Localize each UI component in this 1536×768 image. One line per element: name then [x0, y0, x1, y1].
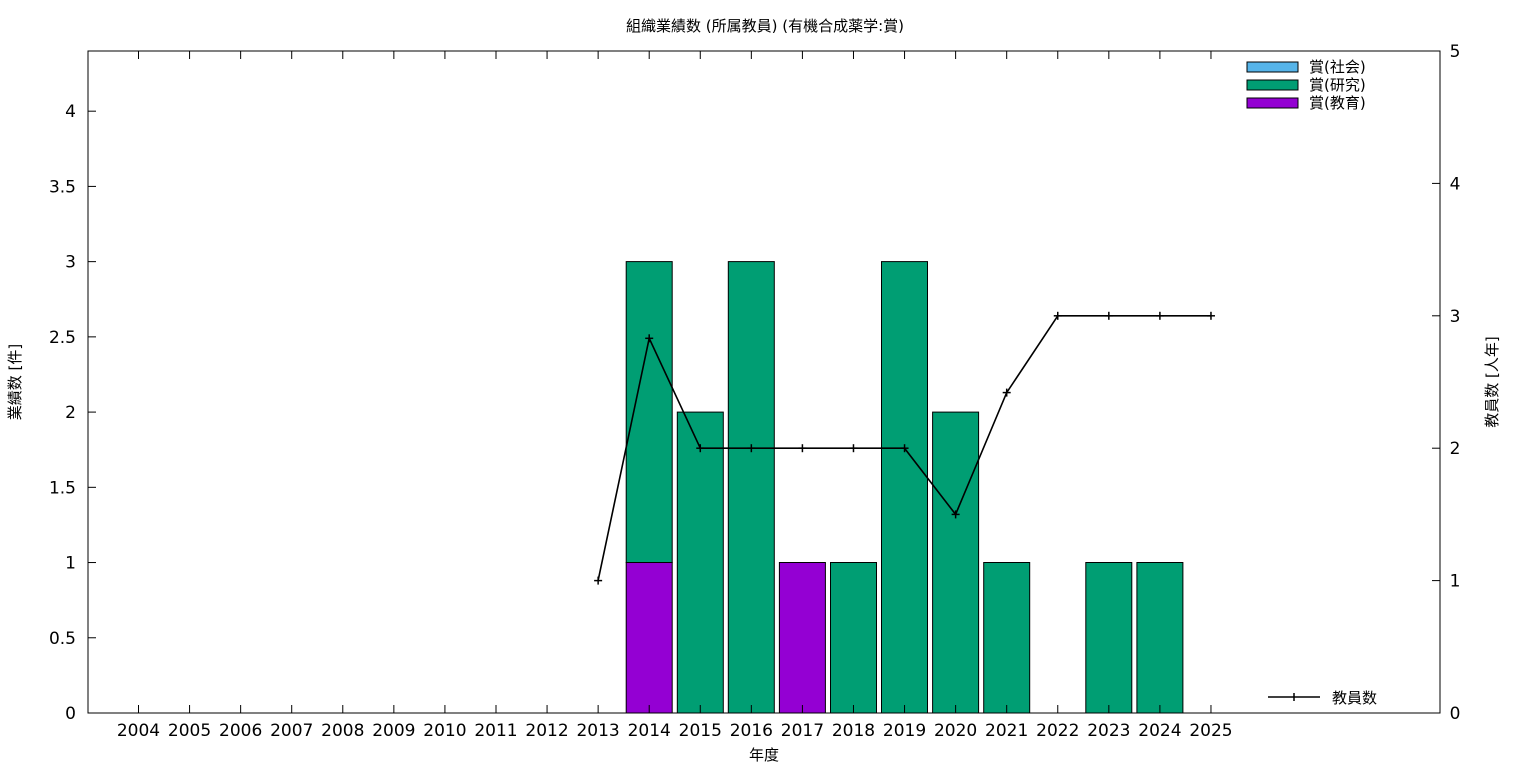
legend: 賞(社会)賞(研究)賞(教育) 教員数 [1246, 58, 1377, 707]
bar-2016-series-1 [727, 261, 775, 714]
y2-tick-label: 3 [1450, 307, 1461, 327]
bar-2015-series-1 [676, 411, 724, 714]
x-tick-label: 2005 [168, 721, 211, 741]
chart-title: 組織業績数 (所属教員) (有機合成薬学:賞) [626, 17, 904, 35]
x-tick-label: 2024 [1138, 721, 1181, 741]
x-tick-label: 2017 [781, 721, 824, 741]
x-tick-label: 2025 [1189, 721, 1232, 741]
y-tick-label: 3 [65, 253, 76, 273]
y2-axis-title: 教員数 [人年] [1483, 336, 1501, 427]
x-tick-label: 2014 [628, 721, 671, 741]
line-point-marker [849, 444, 858, 453]
bar-2020-series-1 [932, 411, 980, 714]
line-point-marker [1002, 388, 1011, 397]
y-tick-label: 2.5 [49, 328, 76, 348]
x-tick-label: 2016 [730, 721, 773, 741]
y-tick-label: 4 [65, 102, 76, 122]
bar-2023-series-1 [1085, 562, 1133, 714]
line-point-marker [747, 444, 756, 453]
line-point-marker [645, 334, 654, 343]
x-tick-label: 2012 [525, 721, 568, 741]
x-tick-label: 2023 [1087, 721, 1130, 741]
bars-layer [625, 261, 1184, 714]
x-tick-label: 2018 [832, 721, 875, 741]
y2-tick-label: 2 [1450, 439, 1461, 459]
x-tick-label: 2019 [883, 721, 926, 741]
line-point-marker [900, 444, 909, 453]
x-tick-label: 2011 [474, 721, 517, 741]
x-tick-label: 2021 [985, 721, 1028, 741]
x-tick-label: 2006 [219, 721, 262, 741]
y-tick-label: 0 [65, 704, 76, 724]
x-tick-label: 2013 [576, 721, 619, 741]
y-tick-label: 0.5 [49, 629, 76, 649]
y-tick-label: 2 [65, 403, 76, 423]
x-tick-label: 2015 [679, 721, 722, 741]
bar-2024-series-1 [1136, 562, 1184, 714]
x-tick-label: 2009 [372, 721, 415, 741]
bar-2017-series-0 [778, 562, 826, 714]
line-point-marker [696, 444, 705, 453]
y-axis-title: 業績数 [件] [6, 344, 24, 420]
line-layer [594, 311, 1215, 585]
y-tick-label: 3.5 [49, 177, 76, 197]
y2-tick-label: 5 [1450, 42, 1461, 62]
legend-label: 賞(教育) [1309, 94, 1366, 112]
bar-2018-series-1 [830, 562, 877, 714]
x-tick-label: 2020 [934, 721, 977, 741]
bar-2014-series-0 [625, 562, 673, 714]
line-point-marker [951, 510, 960, 519]
x-tick-label: 2008 [321, 721, 364, 741]
line-point-marker [594, 576, 603, 585]
legend-swatch [1246, 97, 1299, 109]
ticks-layer: 0 0.5 1 1.5 2 2.5 3 3.5 4 0 1 2 3 4 5 2004 2005 2006 2007 2… [49, 42, 1460, 741]
legend-swatch [1246, 61, 1299, 73]
x-axis-title: 年度 [749, 746, 779, 764]
legend-label: 賞(社会) [1309, 58, 1366, 76]
legend-swatch [1246, 79, 1299, 91]
y2-tick-label: 4 [1450, 174, 1461, 194]
y-tick-label: 1.5 [49, 478, 76, 498]
y-tick-label: 1 [65, 554, 76, 574]
bar-2019-series-1 [881, 261, 928, 714]
line-point-marker [1155, 311, 1164, 320]
x-tick-label: 2004 [117, 721, 160, 741]
line-point-marker [798, 444, 807, 453]
line-point-marker [1104, 311, 1113, 320]
legend-label: 賞(研究) [1309, 76, 1366, 94]
x-tick-label: 2010 [423, 721, 466, 741]
y2-tick-label: 0 [1450, 704, 1461, 724]
x-tick-label: 2022 [1036, 721, 1079, 741]
line-point-marker [1053, 311, 1062, 320]
y2-tick-label: 1 [1450, 572, 1461, 592]
plot-frame [87, 50, 1441, 714]
bar-2021-series-1 [983, 562, 1031, 714]
legend-line-label: 教員数 [1332, 689, 1377, 707]
x-tick-label: 2007 [270, 721, 313, 741]
line-point-marker [1206, 311, 1215, 320]
